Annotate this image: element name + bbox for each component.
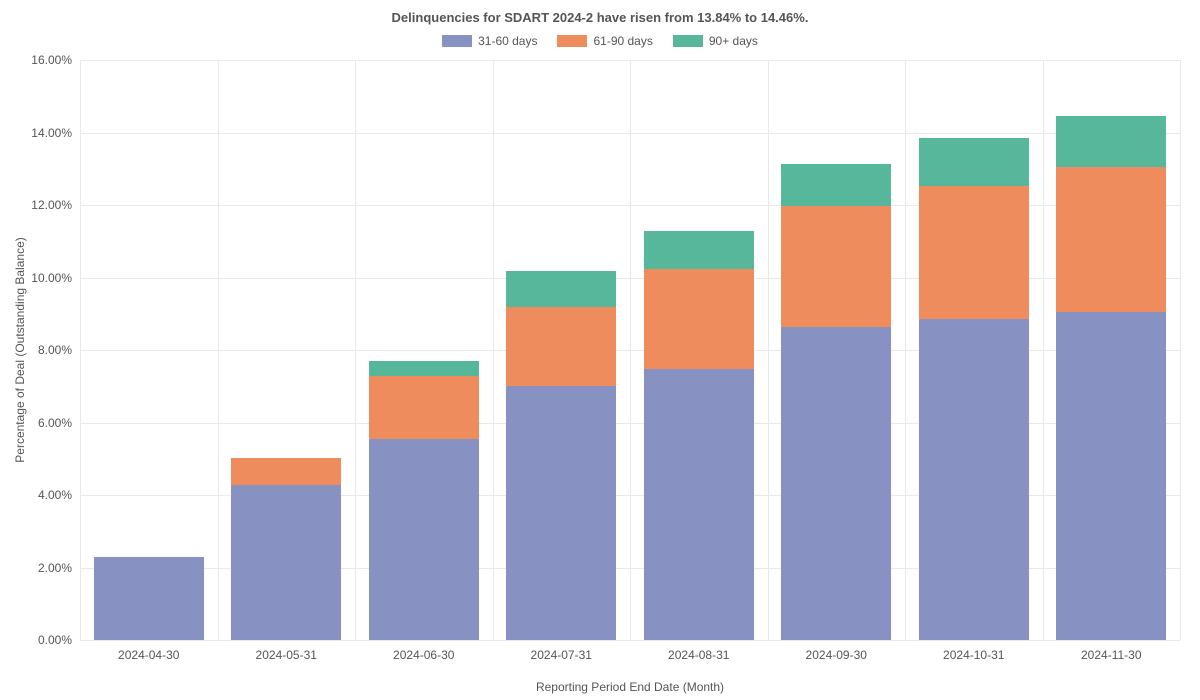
bar-segment: [919, 138, 1029, 186]
y-tick-label: 0.00%: [38, 633, 80, 647]
bar-group: [369, 361, 479, 640]
x-gridline: [630, 60, 631, 640]
x-tick-label: 2024-08-31: [668, 640, 729, 662]
bar-segment: [644, 231, 754, 269]
x-gridline: [80, 60, 81, 640]
x-axis-label: Reporting Period End Date (Month): [536, 680, 724, 694]
legend-swatch: [557, 35, 587, 47]
plot-area: 0.00%2.00%4.00%6.00%8.00%10.00%12.00%14.…: [80, 60, 1180, 640]
legend-item: 31-60 days: [442, 34, 537, 48]
legend-label: 90+ days: [709, 34, 758, 48]
bar-segment: [1056, 167, 1166, 313]
x-tick-label: 2024-04-30: [118, 640, 179, 662]
bar-segment: [369, 361, 479, 376]
y-tick-label: 16.00%: [31, 53, 80, 67]
delinquency-chart: Delinquencies for SDART 2024-2 have rise…: [0, 0, 1200, 700]
bar-segment: [919, 186, 1029, 319]
bar-segment: [506, 271, 616, 307]
bar-segment: [369, 376, 479, 439]
bar-segment: [231, 485, 341, 640]
x-gridline: [355, 60, 356, 640]
chart-title: Delinquencies for SDART 2024-2 have rise…: [0, 10, 1200, 25]
legend-item: 90+ days: [673, 34, 758, 48]
y-tick-label: 14.00%: [31, 126, 80, 140]
legend-swatch: [673, 35, 703, 47]
x-gridline: [905, 60, 906, 640]
bar-group: [94, 557, 204, 640]
chart-legend: 31-60 days 61-90 days 90+ days: [0, 34, 1200, 50]
bar-segment: [231, 458, 341, 485]
bar-group: [644, 231, 754, 640]
bar-segment: [506, 386, 616, 640]
y-tick-label: 8.00%: [38, 343, 80, 357]
bar-group: [781, 164, 891, 640]
y-gridline: [80, 640, 1180, 641]
legend-item: 61-90 days: [557, 34, 652, 48]
bar-segment: [781, 164, 891, 206]
bar-segment: [781, 206, 891, 326]
bar-group: [506, 271, 616, 640]
bar-segment: [919, 319, 1029, 640]
bar-group: [919, 138, 1029, 640]
x-gridline: [493, 60, 494, 640]
bar-segment: [1056, 312, 1166, 640]
y-tick-label: 10.00%: [31, 271, 80, 285]
bar-segment: [1056, 116, 1166, 167]
bar-segment: [506, 307, 616, 387]
bar-segment: [369, 439, 479, 640]
bar-segment: [94, 557, 204, 640]
y-axis-label: Percentage of Deal (Outstanding Balance): [13, 237, 27, 462]
y-tick-label: 2.00%: [38, 561, 80, 575]
x-gridline: [218, 60, 219, 640]
legend-swatch: [442, 35, 472, 47]
y-tick-label: 4.00%: [38, 488, 80, 502]
x-gridline: [768, 60, 769, 640]
x-gridline: [1180, 60, 1181, 640]
x-tick-label: 2024-09-30: [806, 640, 867, 662]
bar-segment: [644, 369, 754, 640]
x-tick-label: 2024-10-31: [943, 640, 1004, 662]
bar-segment: [644, 269, 754, 369]
x-gridline: [1043, 60, 1044, 640]
bar-group: [231, 458, 341, 640]
y-tick-label: 6.00%: [38, 416, 80, 430]
x-tick-label: 2024-05-31: [256, 640, 317, 662]
y-tick-label: 12.00%: [31, 198, 80, 212]
x-tick-label: 2024-06-30: [393, 640, 454, 662]
legend-label: 61-90 days: [593, 34, 652, 48]
x-tick-label: 2024-11-30: [1081, 640, 1142, 662]
bar-segment: [781, 327, 891, 640]
bar-group: [1056, 116, 1166, 640]
x-tick-label: 2024-07-31: [531, 640, 592, 662]
legend-label: 31-60 days: [478, 34, 537, 48]
